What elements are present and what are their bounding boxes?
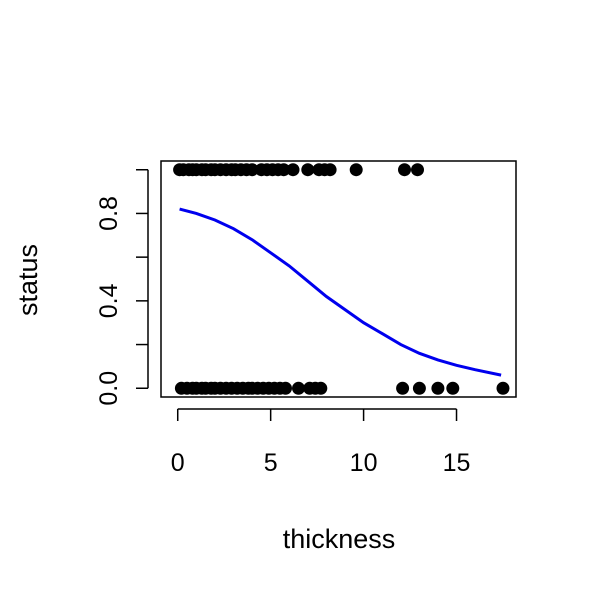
axes: 0 5 10 15 0.0 0.4 0.8 [95, 168, 471, 477]
y-axis-title: status [13, 244, 43, 316]
data-point-56 [431, 381, 445, 395]
plot-marks [173, 163, 510, 395]
x-tick-label-3: 15 [443, 449, 471, 477]
y-tick-label-1: 0.4 [95, 283, 123, 318]
fitted-curve [179, 207, 502, 377]
data-point-55 [412, 381, 426, 395]
data-point-15 [245, 163, 259, 177]
data-point-58 [496, 381, 510, 395]
x-tick-label-1: 5 [264, 449, 278, 477]
data-point-50 [292, 381, 305, 395]
data-point-26 [349, 163, 363, 177]
data-point-53 [314, 381, 328, 395]
x-tick-label-0: 0 [171, 449, 185, 477]
plot-frame [160, 160, 517, 398]
data-point-57 [446, 381, 460, 395]
data-point-21 [286, 163, 300, 177]
x-tick-label-2: 10 [350, 449, 378, 477]
data-point-49 [279, 381, 292, 395]
data-point-25 [323, 163, 337, 177]
data-point-22 [301, 163, 315, 177]
data-point-27 [398, 163, 411, 177]
x-axis-title: thickness [283, 524, 396, 554]
y-tick-label-0: 0.0 [95, 371, 123, 406]
y-tick-label-2: 0.8 [95, 196, 123, 231]
data-point-28 [411, 163, 424, 177]
data-point-20 [277, 163, 291, 177]
data-point-54 [396, 381, 410, 395]
